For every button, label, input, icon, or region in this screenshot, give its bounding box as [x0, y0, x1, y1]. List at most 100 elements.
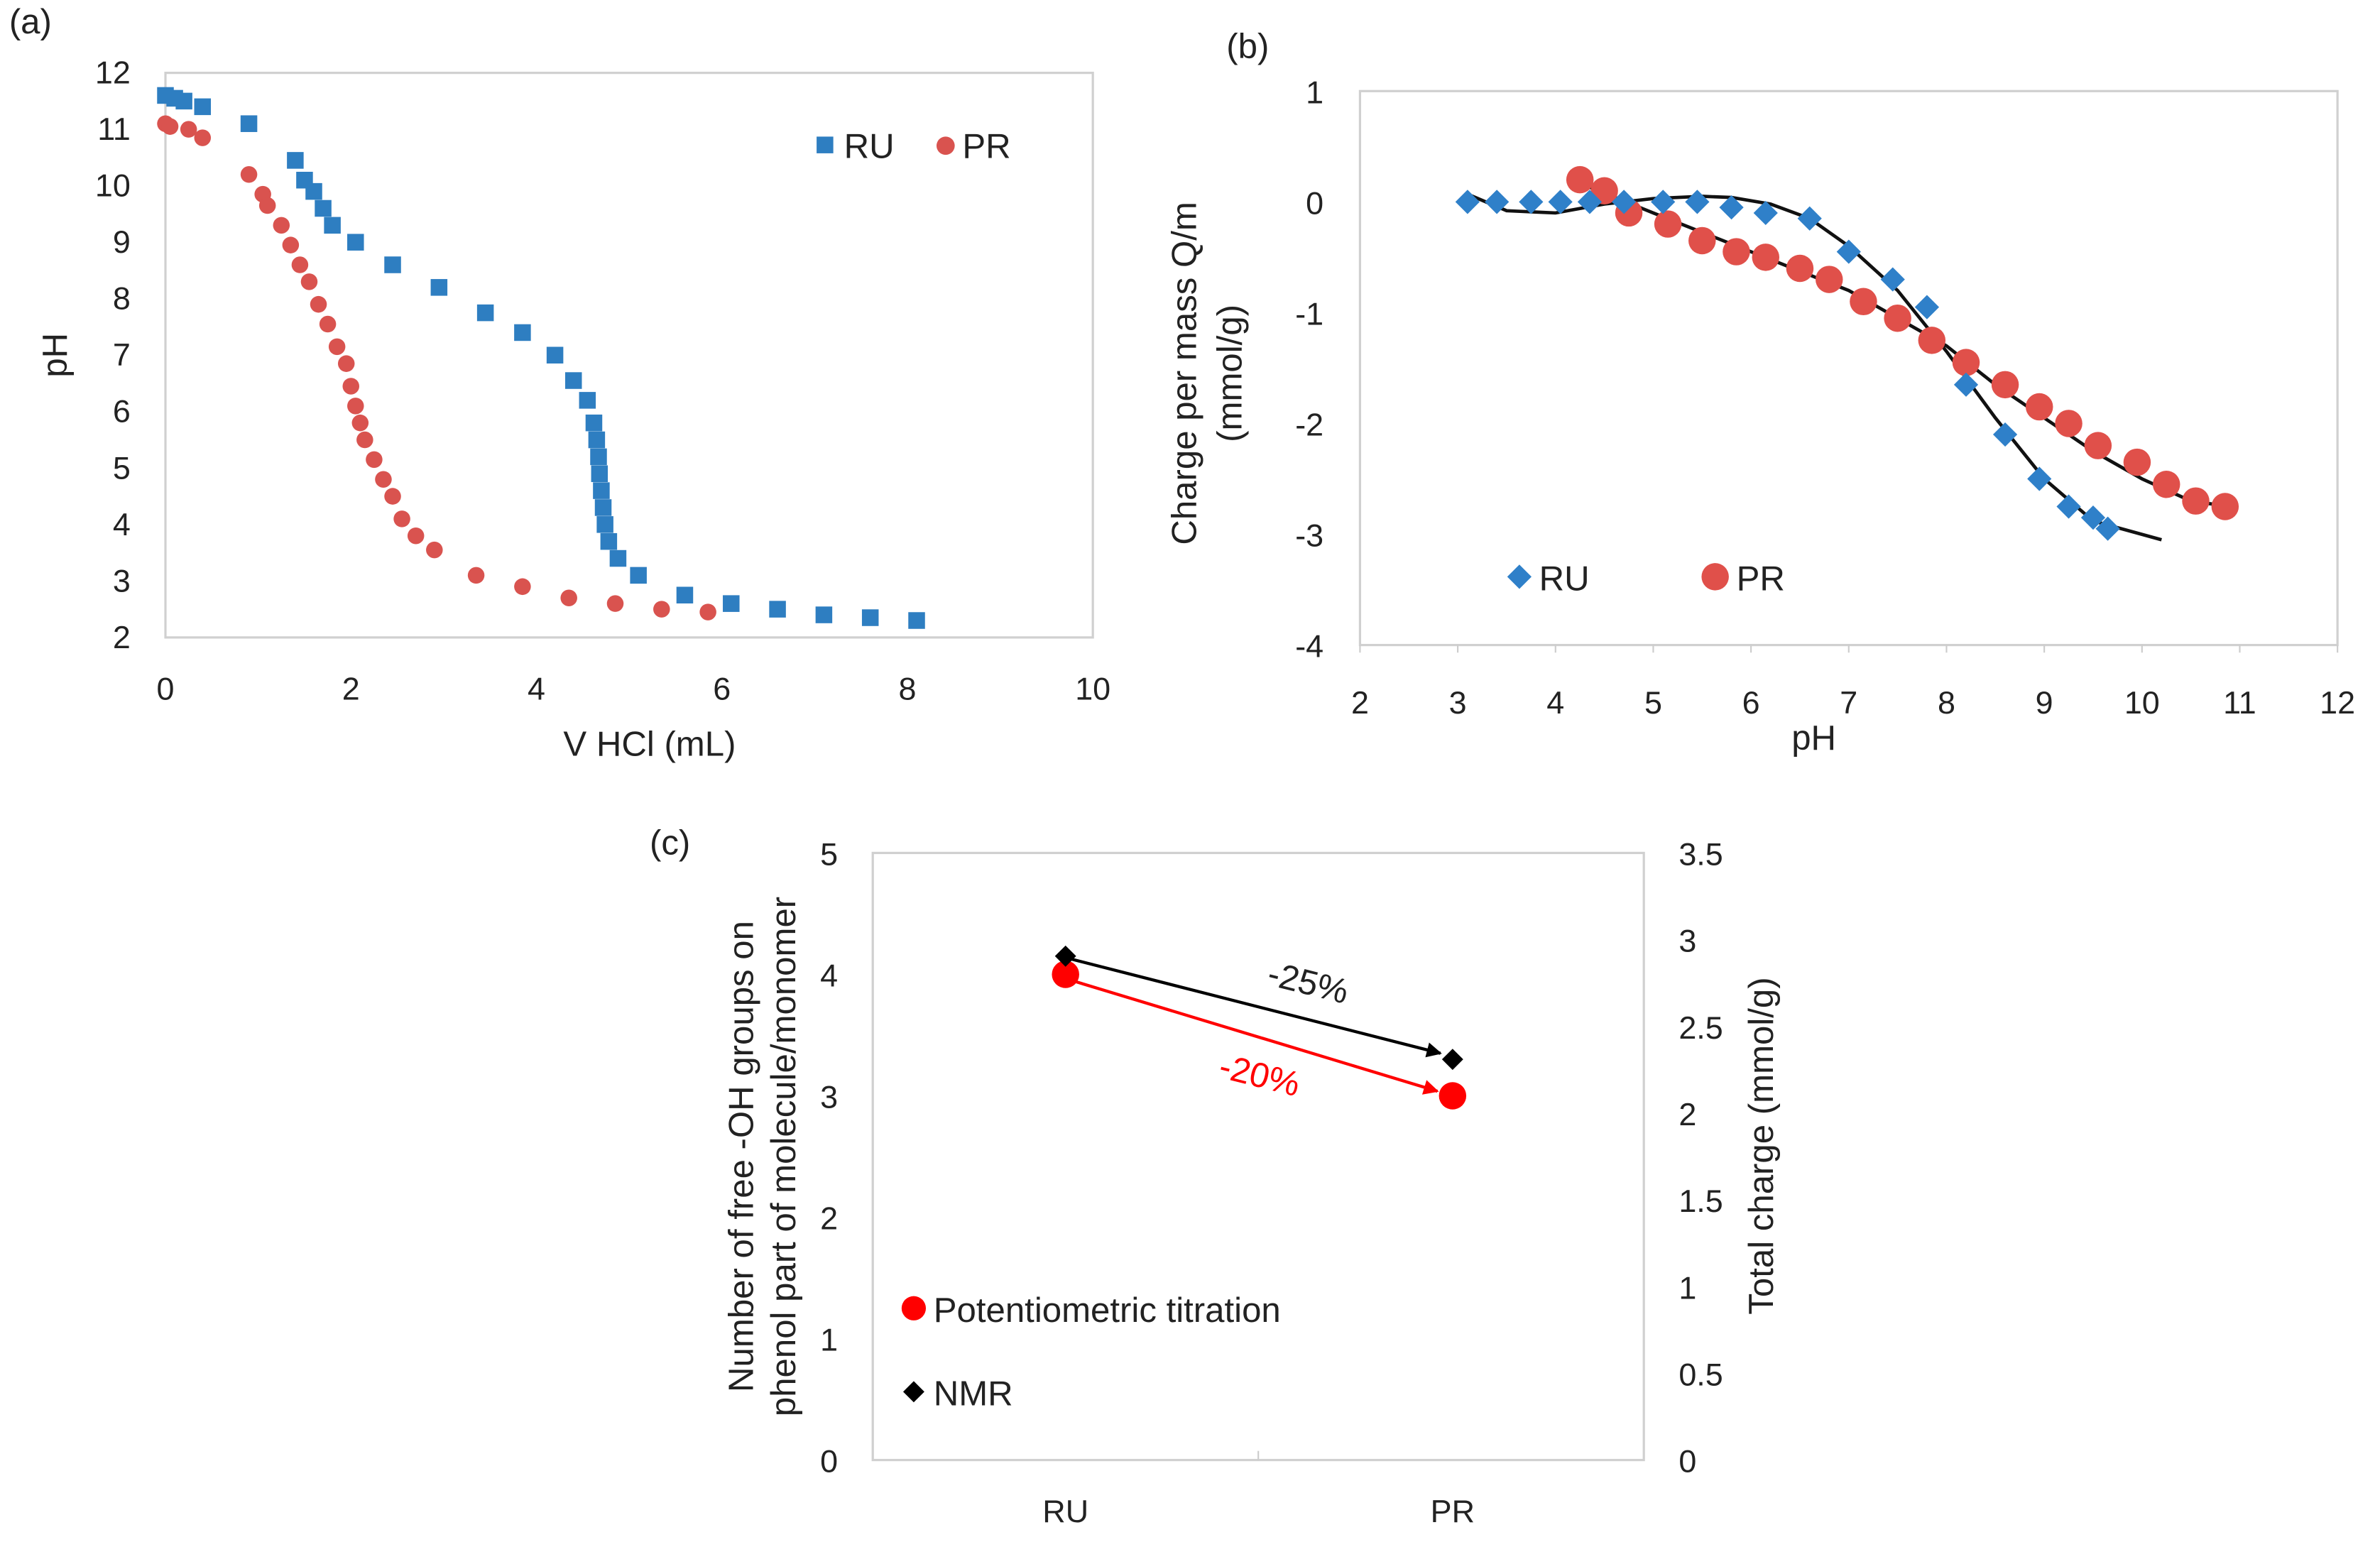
- potentiometric-change-arrow: [1071, 978, 1439, 1095]
- x-tick-label: 10: [1075, 671, 1110, 707]
- ru-point: [175, 92, 192, 110]
- x-tick-label: 4: [1546, 684, 1564, 721]
- panel-b-xlabel: pH: [1791, 718, 1836, 758]
- pr-point: [2123, 448, 2151, 476]
- panel-a-ylabel: pH: [36, 333, 75, 378]
- panel-b-plot-area: [1358, 89, 2339, 647]
- ru-point: [600, 532, 618, 550]
- y2-tick-label: 0.5: [1678, 1356, 1723, 1392]
- pr-point: [366, 451, 383, 469]
- pr-point: [356, 431, 373, 449]
- panel-b-ylabel: Charge per mass Q/m: [1165, 202, 1204, 545]
- category-label: PR: [1431, 1493, 1475, 1529]
- pr-point: [699, 603, 716, 620]
- panel-b: (b) 2 3 4 5 6 7 8 9 10 11 12 -4 -3 -2 -1 0 1 pH Charge p…: [1165, 26, 2356, 758]
- ru-point: [630, 567, 647, 584]
- y-tick-label: 7: [113, 337, 131, 373]
- x-tick-label: 8: [1938, 684, 1955, 721]
- panel-a-plot-area: [164, 72, 1094, 639]
- ru-point: [815, 606, 833, 623]
- ru-point: [305, 182, 322, 200]
- y-tick-label: 11: [97, 111, 131, 147]
- pr-point: [1566, 165, 1594, 194]
- ru-point: [1797, 206, 1822, 231]
- y2-tick-label: 2: [1678, 1096, 1696, 1132]
- x-tick-label: 6: [1742, 684, 1760, 721]
- ru-point: [588, 431, 606, 449]
- ru-point: [609, 549, 627, 567]
- ru-point: [347, 234, 364, 251]
- y-tick-label: 10: [95, 168, 131, 204]
- pr-point: [2152, 471, 2180, 498]
- potentiometric-point: [1052, 961, 1079, 988]
- pr-point: [1991, 371, 2019, 399]
- pr-point: [1654, 210, 1682, 238]
- ru-point: [514, 324, 531, 341]
- legend-ru-label: RU: [1539, 559, 1590, 598]
- y-tick-label: 6: [113, 393, 131, 430]
- y-tick-label: 0: [820, 1443, 838, 1480]
- pr-point: [300, 273, 318, 290]
- ru-point: [769, 601, 786, 618]
- y2-tick-label: 0: [1678, 1443, 1696, 1480]
- ru-point: [476, 304, 494, 322]
- ru-point: [585, 414, 603, 432]
- pr-point: [653, 601, 670, 618]
- panel-c-label: (c): [650, 824, 690, 863]
- pr-point: [1816, 266, 1843, 293]
- pr-point: [467, 567, 485, 584]
- pr-point: [2026, 393, 2053, 421]
- y-tick-label: 3: [820, 1079, 838, 1115]
- pr-point: [1850, 288, 1877, 316]
- y2-tick-label: 1: [1678, 1269, 1696, 1306]
- y-tick-label: -4: [1295, 628, 1323, 665]
- ru-point: [1548, 190, 1573, 214]
- x-tick-label: 5: [1644, 684, 1662, 721]
- panel-c-y2label: Total charge (mmol/g): [1742, 977, 1781, 1314]
- pr-point: [407, 527, 425, 545]
- ru-point: [590, 448, 607, 466]
- ru-point: [1836, 239, 1861, 264]
- ru-point: [1992, 422, 2018, 447]
- y2-tick-label: 3.5: [1678, 836, 1723, 873]
- x-tick-label: 2: [1351, 684, 1369, 721]
- x-tick-label: 9: [2036, 684, 2053, 721]
- pr-point: [240, 166, 258, 183]
- ru-point: [430, 279, 448, 296]
- pr-point: [375, 471, 392, 488]
- pr-point: [194, 129, 212, 146]
- ru-point: [384, 256, 401, 273]
- ru-point: [596, 516, 613, 533]
- y-tick-label: 2: [113, 619, 131, 655]
- legend-ru-marker: [1507, 564, 1532, 589]
- y2-tick-label: 1.5: [1678, 1183, 1723, 1219]
- y2-tick-label: 2.5: [1678, 1010, 1723, 1046]
- pr-point: [328, 338, 346, 356]
- ru-point: [723, 595, 740, 612]
- panel-b-label: (b): [1226, 26, 1269, 65]
- ru-point: [1953, 372, 1979, 397]
- x-tick-label: 11: [2223, 684, 2256, 721]
- ru-point: [1685, 190, 1710, 214]
- legend-nmr-marker: [902, 1381, 924, 1403]
- legend-potentiometric-marker: [901, 1296, 927, 1320]
- pr-point: [2084, 432, 2112, 459]
- x-tick-label: 0: [157, 671, 175, 707]
- pr-point: [2211, 493, 2239, 520]
- legend-potentiometric-label: Potentiometric titration: [934, 1291, 1281, 1330]
- ru-point: [564, 372, 582, 389]
- ru-point: [579, 392, 596, 409]
- pr-point: [2055, 410, 2082, 437]
- pr-point: [384, 488, 401, 505]
- nmr-change-label: -25%: [1264, 954, 1353, 1012]
- ru-point: [287, 152, 304, 169]
- ru-point: [1455, 190, 1480, 214]
- ru-point: [1485, 190, 1510, 214]
- pr-point: [273, 217, 290, 234]
- panel-b-ylabel-units: (mmol/g): [1211, 305, 1250, 442]
- potentiometric-point: [1439, 1082, 1467, 1110]
- pr-point: [258, 197, 276, 214]
- pr-point: [2182, 487, 2210, 515]
- ru-point: [2095, 516, 2120, 541]
